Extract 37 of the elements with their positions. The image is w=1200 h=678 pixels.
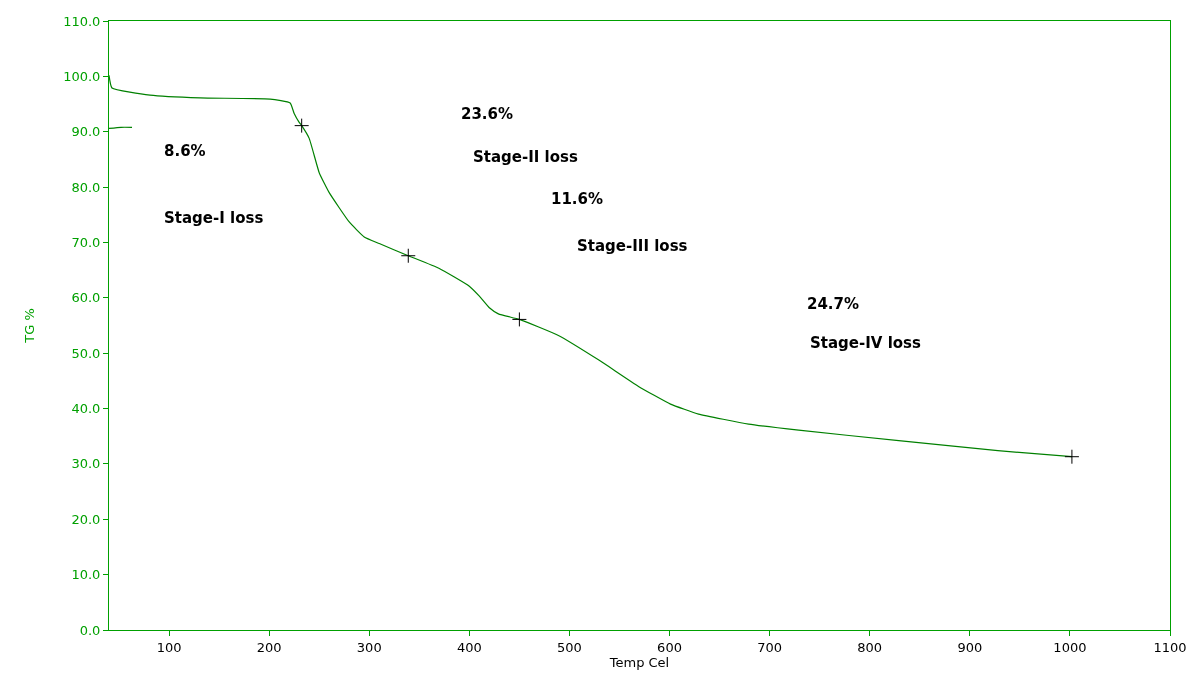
annotation: Stage-IV loss	[810, 334, 922, 352]
point	[400, 248, 416, 264]
y-tick-label: 50.0	[71, 345, 101, 361]
x-tick-label: 500	[557, 639, 582, 655]
point	[1064, 449, 1080, 465]
x-tick-label: 300	[356, 639, 382, 655]
x-tick-label: 600	[657, 639, 682, 655]
annotation: Stage-II loss	[473, 148, 578, 166]
y-tick-label: 30.0	[71, 456, 101, 472]
y-tick-label: 80.0	[71, 179, 101, 195]
x-tick-label: 700	[757, 639, 783, 655]
x-tick-label: 200	[256, 639, 282, 655]
x-tick-label: 800	[857, 639, 883, 655]
annotation: 23.6%	[461, 105, 514, 123]
x-tick-label: 100	[156, 639, 182, 655]
annotation: Stage-III loss	[577, 237, 688, 255]
x-tick-label: 900	[957, 639, 983, 655]
annotation: 24.7%	[807, 295, 860, 313]
annotation: 11.6%	[551, 190, 604, 208]
y-tick-label: 60.0	[71, 290, 101, 306]
annotation: Stage-I loss	[164, 209, 264, 227]
x-axis-title: Temp Cel	[608, 654, 670, 670]
x-tick-label: 400	[456, 639, 482, 655]
y-tick-label: 40.0	[71, 401, 101, 417]
annotation: 8.6%	[164, 142, 206, 160]
y-tick-label: 20.0	[71, 511, 101, 527]
y-tick-label: 110.0	[63, 13, 101, 29]
y-tick-label: 70.0	[71, 235, 101, 250]
point	[294, 118, 310, 134]
y-tick-label: 0.0	[79, 622, 101, 638]
y-tick-label: 100.0	[63, 68, 101, 84]
y-tick-label: 10.0	[71, 567, 101, 583]
x-tick-label: 1100	[1153, 639, 1187, 655]
y-tick-label: 90.0	[71, 124, 101, 140]
y-axis-title: TG %	[22, 308, 38, 344]
x-tick-label: 1000	[1053, 639, 1087, 655]
point	[511, 311, 527, 327]
